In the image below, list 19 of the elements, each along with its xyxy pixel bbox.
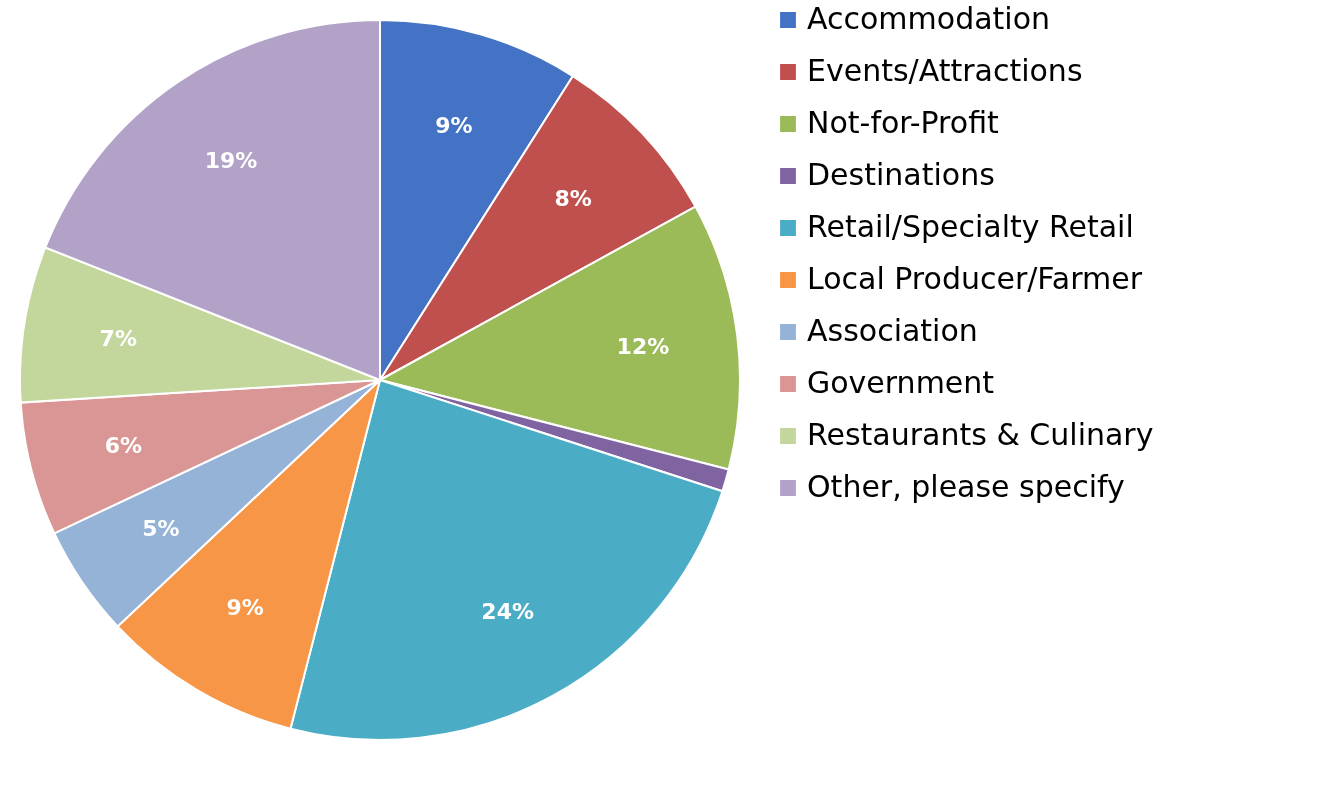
legend-label: Not-for-Profit: [807, 105, 1000, 140]
legend-label: Government: [807, 365, 995, 400]
legend-label: Retail/Specialty Retail: [807, 209, 1134, 244]
legend-label: Events/Attractions: [807, 53, 1083, 88]
legend-label: Restaurants & Culinary: [807, 417, 1154, 452]
legend-label: Local Producer/Farmer: [807, 261, 1143, 296]
data-label: 7%: [99, 325, 137, 351]
data-label: 9%: [435, 112, 473, 138]
data-label: 8%: [554, 185, 592, 211]
data-label: 24%: [481, 599, 534, 625]
data-label: 12%: [616, 333, 670, 359]
legend-label: Accommodation: [807, 1, 1051, 36]
data-label: 5%: [142, 515, 180, 541]
data-label: 6%: [104, 432, 143, 458]
data-label: 19%: [204, 147, 258, 173]
data-label: 9%: [226, 595, 264, 621]
legend-label: Association: [807, 313, 978, 348]
legend-label: Destinations: [807, 157, 995, 192]
legend-label: Other, please specify: [807, 469, 1125, 504]
